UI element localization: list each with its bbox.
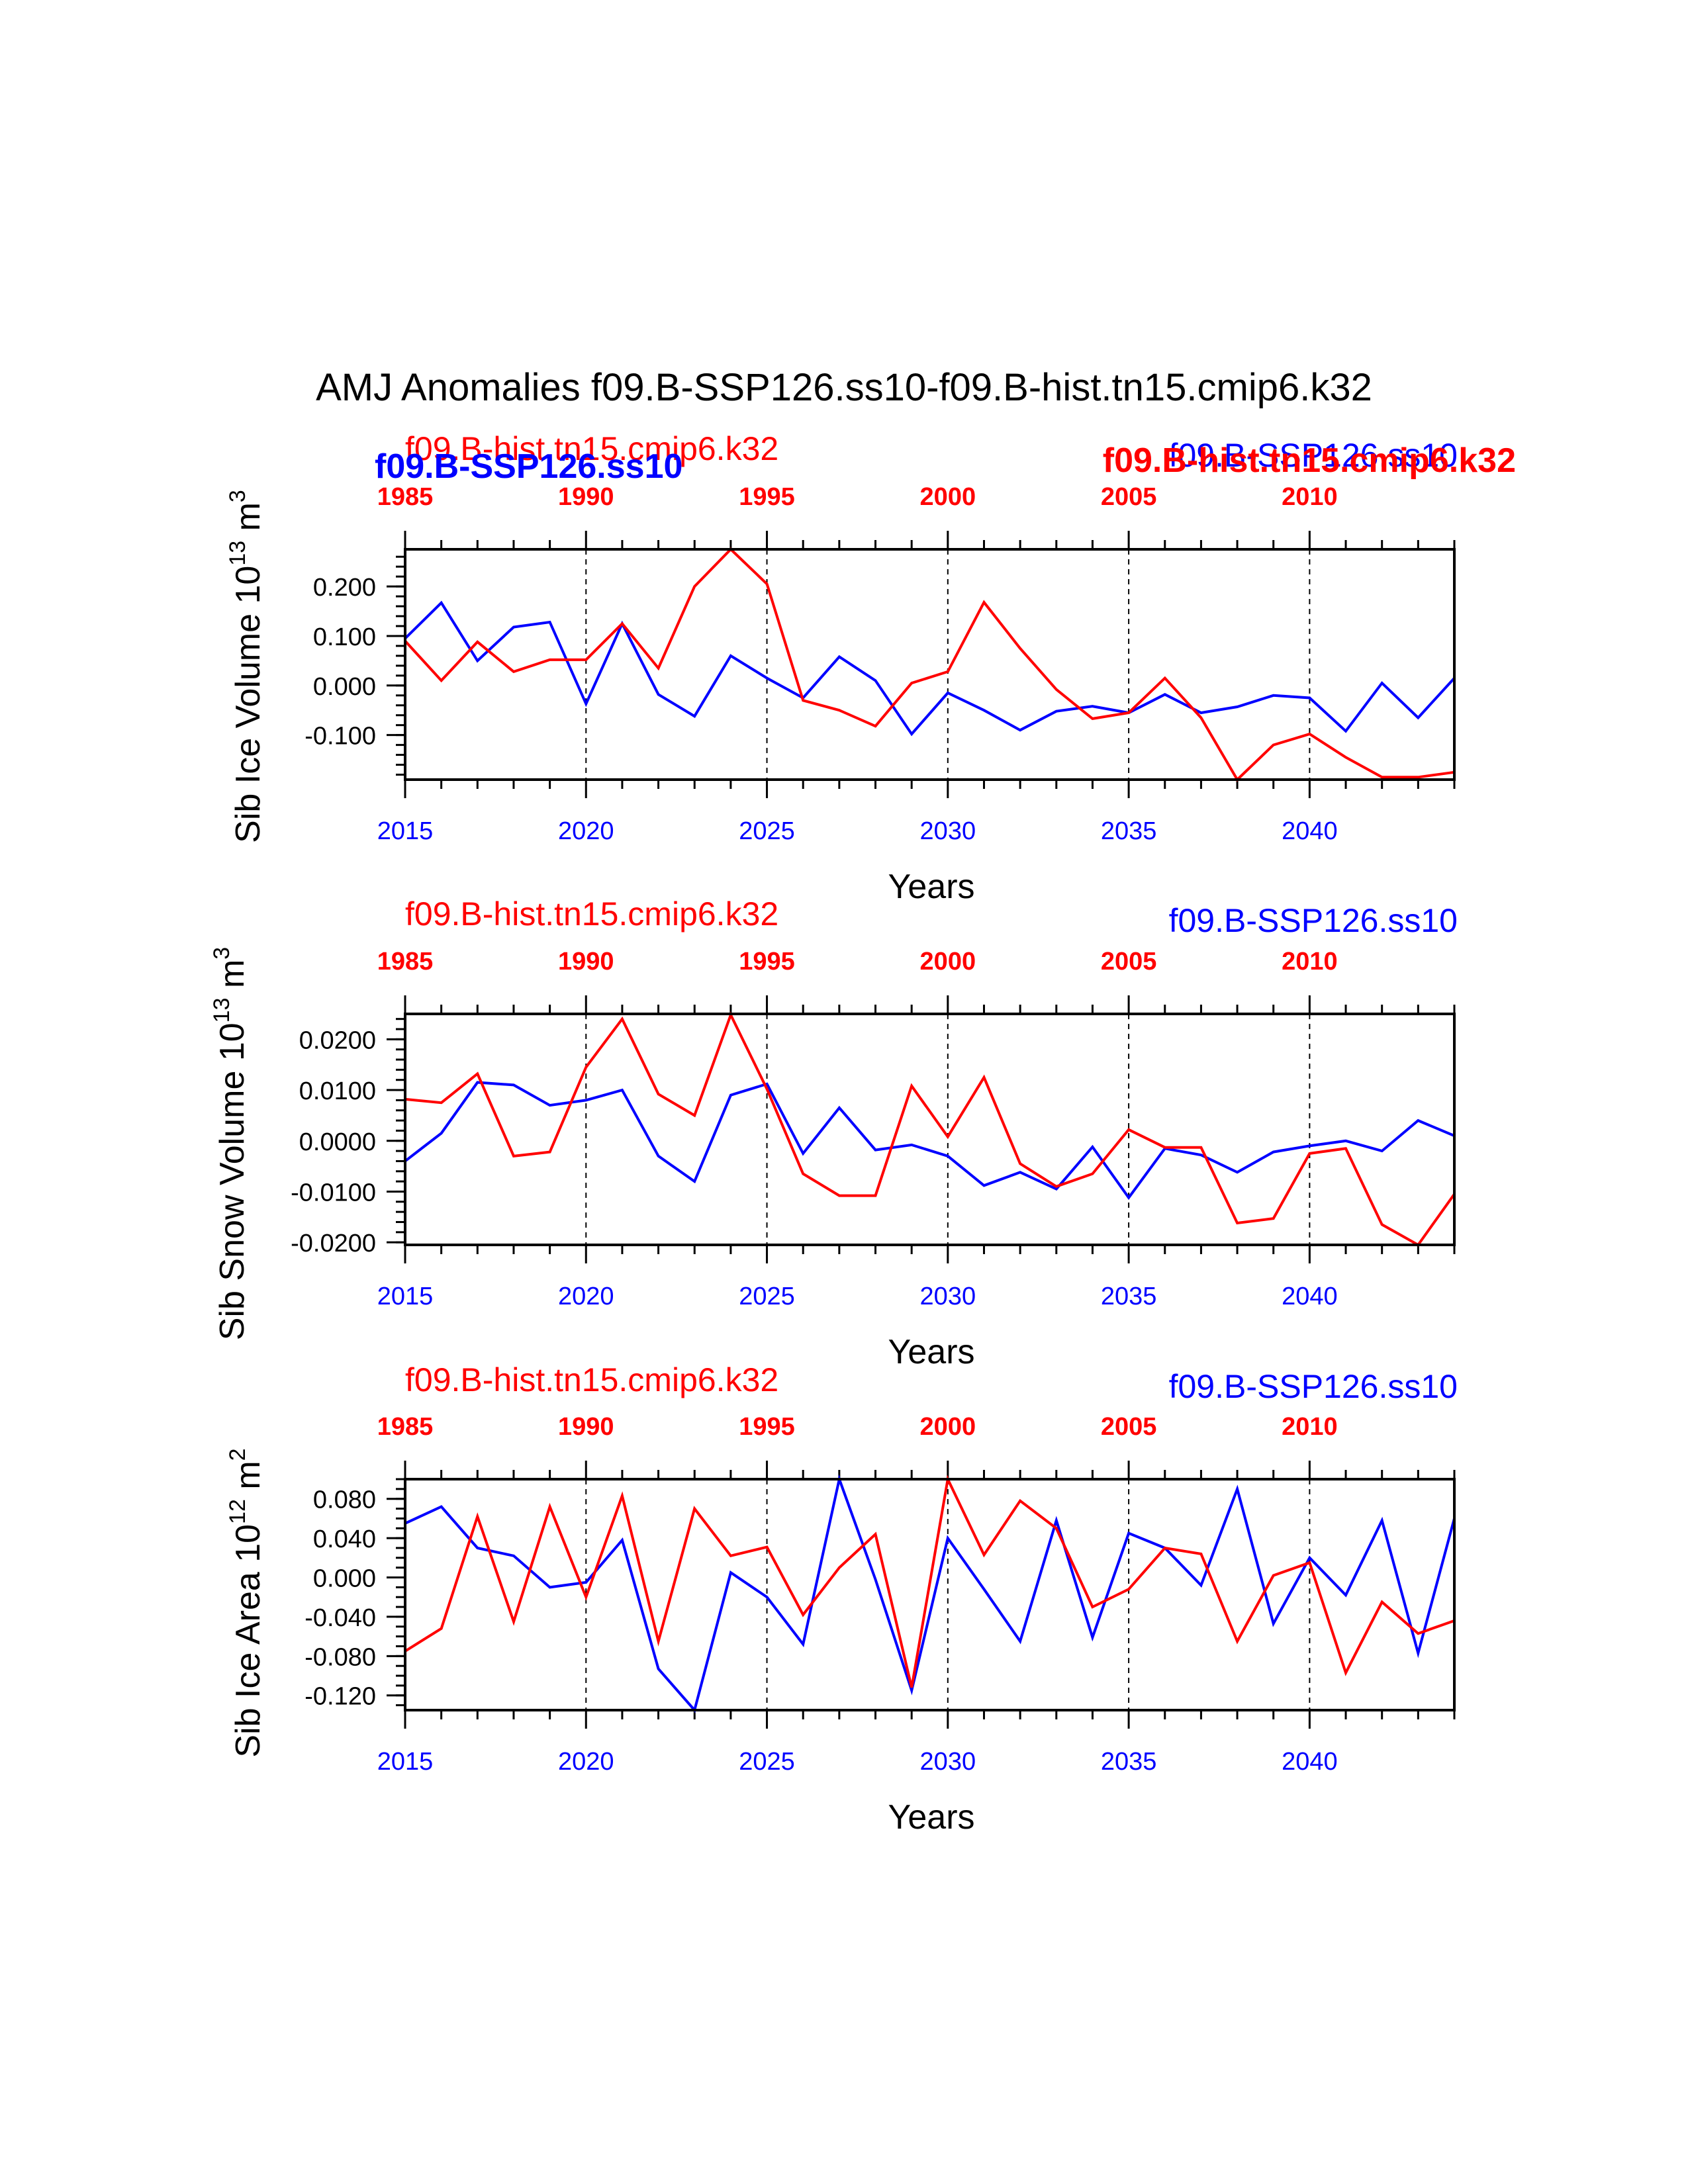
x-axis-label: Years — [888, 868, 974, 906]
top-x-tick-label: 1990 — [558, 483, 614, 511]
x-tick-label: 2025 — [739, 817, 795, 845]
top-x-tick-label: 1995 — [739, 483, 795, 511]
x-tick-label: 2040 — [1282, 1748, 1338, 1776]
top-x-tick-label: 2000 — [920, 948, 976, 976]
panel-label-hist-left: f09.B-hist.tn15.cmip6.k32 — [405, 895, 778, 933]
top-x-tick-label: 2000 — [920, 1413, 976, 1441]
x-tick-label: 2020 — [558, 1283, 614, 1310]
y-tick-label: -0.120 — [305, 1683, 376, 1711]
panel-label-hist-left: f09.B-hist.tn15.cmip6.k32 — [405, 1361, 778, 1398]
top-x-tick-label: 1990 — [558, 948, 614, 976]
plot-frame — [404, 1478, 1456, 1711]
y-tick-label: 0.0100 — [299, 1077, 376, 1105]
top-x-tick-label: 2010 — [1282, 1413, 1338, 1441]
y-tick-label: -0.100 — [305, 723, 376, 751]
panel-label-hist-left: f09.B-hist.tn15.cmip6.k32 — [405, 430, 778, 467]
y-tick-label: 0.0200 — [299, 1026, 376, 1054]
panel-label-ssp-right: f09.B-SSP126.ss10 — [1169, 1368, 1458, 1405]
x-tick-label: 2030 — [920, 1283, 976, 1310]
series-line — [404, 600, 1456, 737]
top-x-tick-label: 1985 — [377, 1413, 434, 1441]
x-tick-label: 2015 — [377, 1283, 434, 1310]
series-line — [404, 1011, 1456, 1247]
top-x-tick-label: 2005 — [1101, 1413, 1157, 1441]
plot-frame — [404, 548, 1456, 781]
x-tick-label: 2030 — [920, 817, 976, 845]
main-title: AMJ Anomalies f09.B-SSP126.ss10-f09.B-hi… — [316, 366, 1372, 409]
y-tick-label: 0.100 — [313, 623, 376, 651]
y-tick-label: 0.000 — [313, 1565, 376, 1593]
y-tick-label: -0.080 — [305, 1643, 376, 1671]
x-tick-label: 2035 — [1101, 817, 1157, 845]
panel-label-hist-right: f09.B-hist.tn15.cmip6.k32 — [1103, 441, 1516, 480]
top-x-tick-label: 2000 — [920, 483, 976, 511]
y-tick-label: -0.040 — [305, 1604, 376, 1632]
y-tick-label: 0.200 — [313, 574, 376, 602]
x-tick-label: 2015 — [377, 1748, 434, 1776]
y-tick-label: 0.040 — [313, 1525, 376, 1553]
top-x-tick-label: 2005 — [1101, 483, 1157, 511]
y-tick-label: 0.000 — [313, 673, 376, 701]
panel-label-ssp-right: f09.B-SSP126.ss10 — [1169, 902, 1458, 939]
y-axis-label: Sib Ice Volume 1013 m3 — [225, 490, 267, 843]
x-tick-label: 2030 — [920, 1748, 976, 1776]
top-x-tick-label: 1985 — [377, 948, 434, 976]
plot-frame — [404, 1013, 1456, 1246]
y-tick-label: -0.0200 — [291, 1230, 376, 1257]
x-tick-label: 2040 — [1282, 817, 1338, 845]
x-tick-label: 2015 — [377, 817, 434, 845]
x-tick-label: 2025 — [739, 1748, 795, 1776]
x-tick-label: 2020 — [558, 1748, 614, 1776]
y-tick-label: 0.080 — [313, 1486, 376, 1514]
series-line — [404, 1081, 1455, 1201]
x-tick-label: 2035 — [1101, 1748, 1157, 1776]
panel-label-ssp-left: f09.B-SSP126.ss10 — [375, 447, 682, 486]
top-x-tick-label: 1990 — [558, 1413, 614, 1441]
panel-label-ssp-right: f09.B-SSP126.ss10 — [1169, 437, 1458, 474]
top-x-tick-label: 2010 — [1282, 483, 1338, 511]
y-tick-label: 0.0000 — [299, 1128, 376, 1156]
x-axis-label: Years — [888, 1333, 974, 1371]
top-x-tick-label: 2010 — [1282, 948, 1338, 976]
x-tick-label: 2035 — [1101, 1283, 1157, 1310]
series-line — [404, 1474, 1456, 1713]
y-axis-label: Sib Ice Area 1012 m2 — [225, 1448, 267, 1757]
ice-area-panel: f09.B-hist.tn15.cmip6.k32 f09.B-SSP126.s… — [225, 1361, 1458, 1837]
y-axis-label: Sib Snow Volume 1013 m3 — [209, 947, 252, 1340]
top-x-tick-label: 2005 — [1101, 948, 1157, 976]
top-x-tick-label: 1995 — [739, 1413, 795, 1441]
x-tick-label: 2040 — [1282, 1283, 1338, 1310]
top-x-tick-label: 1995 — [739, 948, 795, 976]
snow-volume-panel: f09.B-hist.tn15.cmip6.k32 f09.B-SSP126.s… — [209, 895, 1458, 1371]
top-x-tick-label: 1985 — [377, 483, 434, 511]
x-axis-label: Years — [888, 1798, 974, 1837]
y-tick-label: -0.0100 — [291, 1179, 376, 1206]
series-line — [404, 547, 1455, 782]
ice-volume-panel: f09.B-hist.tn15.cmip6.k32 f09.B-SSP126.s… — [225, 430, 1516, 906]
x-tick-label: 2020 — [558, 817, 614, 845]
series-line — [404, 1475, 1455, 1688]
x-tick-label: 2025 — [739, 1283, 795, 1310]
